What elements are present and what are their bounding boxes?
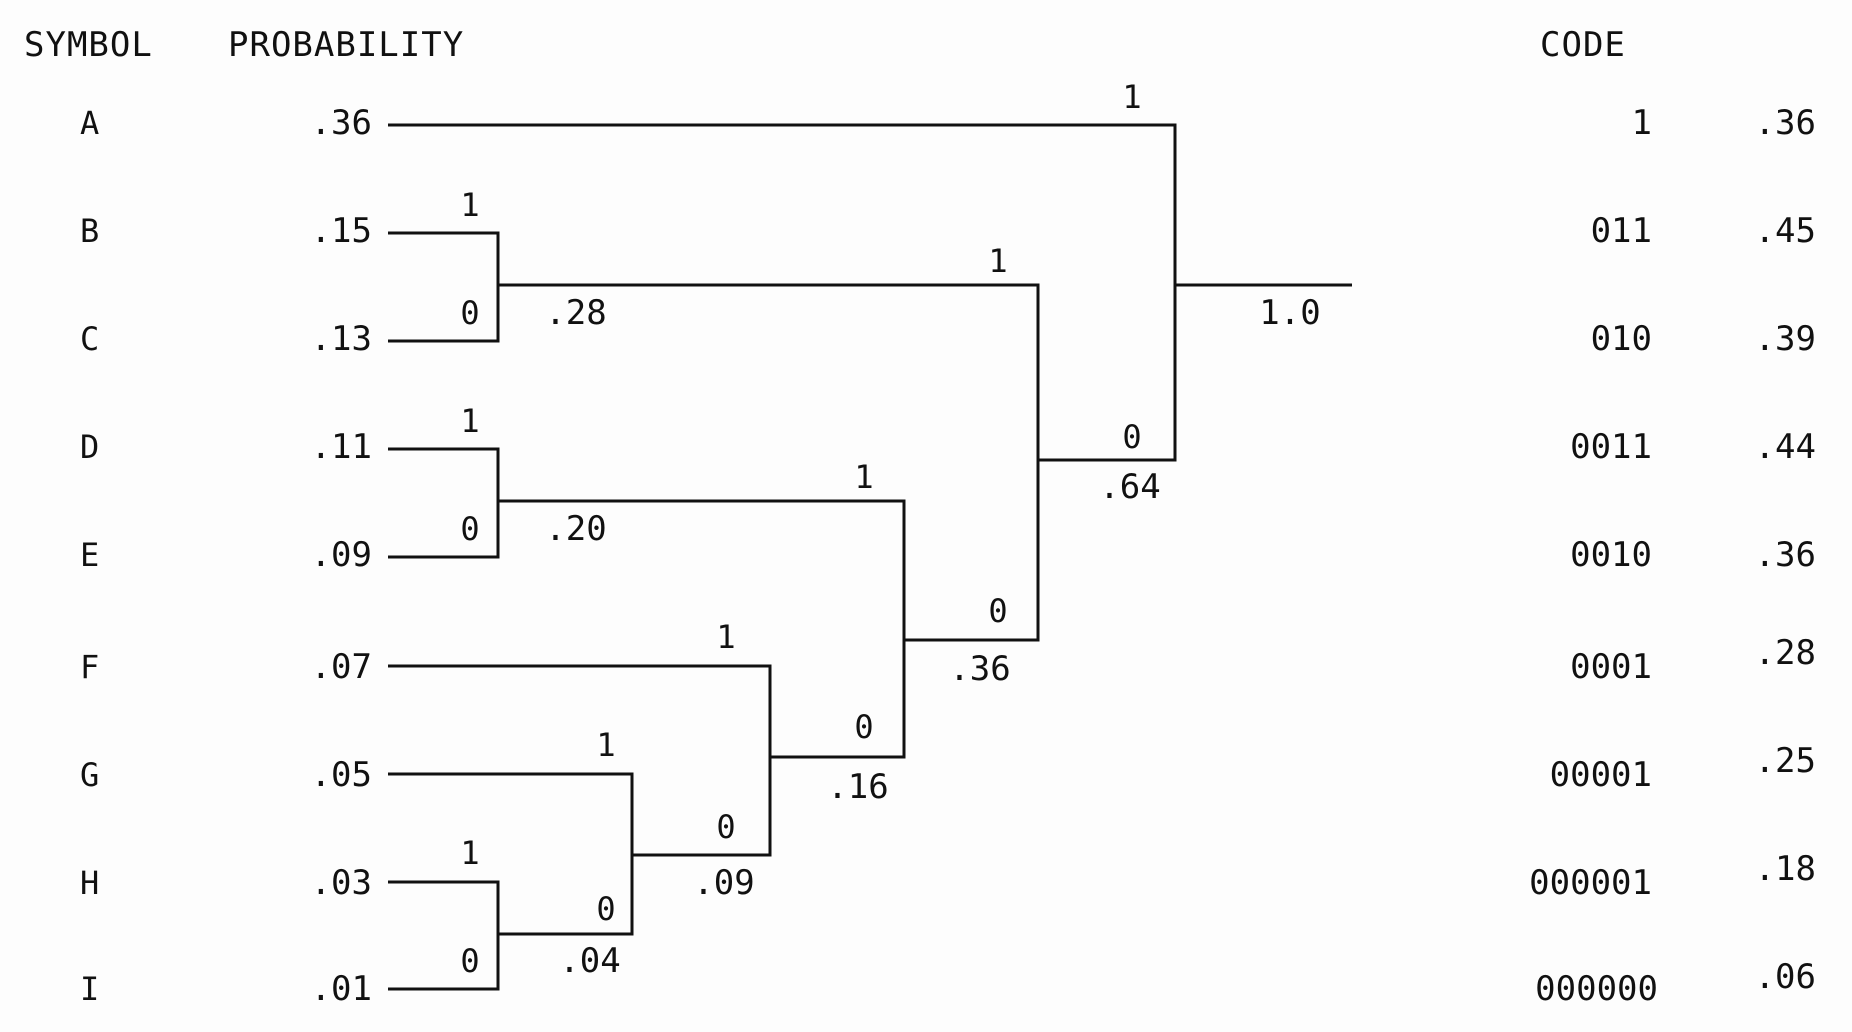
node-low: 1 0 .36 — [854, 458, 1010, 746]
bit-bottom: 0 — [460, 942, 479, 980]
code-value: 1 — [1632, 103, 1652, 143]
probability-value: .07 — [311, 647, 372, 687]
tree-edges — [388, 123, 1352, 991]
node-hi: 1 0 .04 — [460, 834, 620, 981]
bit-bottom: 0 — [596, 890, 615, 928]
probability-value: .13 — [311, 319, 372, 359]
bit-top: 1 — [460, 834, 479, 872]
edge-h — [388, 880, 500, 934]
probability-value: .03 — [311, 863, 372, 903]
edge-g — [388, 772, 634, 855]
code-value: 000001 — [1529, 863, 1652, 903]
bit-bottom: 0 — [716, 808, 735, 846]
row-a: A .36 1 .36 — [80, 103, 1816, 143]
bit-bottom: 0 — [460, 294, 479, 332]
probability-value: .01 — [311, 969, 372, 1009]
bit-bottom: 0 — [1122, 418, 1141, 456]
merge-probability: .36 — [949, 649, 1010, 689]
code-value: 0010 — [1570, 535, 1652, 575]
row-b: B .15 011 .45 — [80, 211, 1816, 251]
node-fghi: 1 0 .16 — [716, 618, 888, 846]
weighted-value: .36 — [1755, 535, 1816, 575]
bit-top: 1 — [460, 402, 479, 440]
weighted-value: .36 — [1755, 103, 1816, 143]
row-f: F .07 0001 .28 — [80, 633, 1816, 687]
edge-e — [388, 501, 500, 559]
weighted-value: .45 — [1755, 211, 1816, 251]
symbol-label: A — [80, 104, 99, 142]
merge-probability: .64 — [1099, 467, 1160, 507]
bit-top: 1 — [1122, 78, 1141, 116]
weighted-value: .18 — [1755, 849, 1816, 889]
probability-header: PROBABILITY — [228, 25, 464, 65]
bit-top: 1 — [460, 186, 479, 224]
node-ghi: 1 0 .09 — [596, 726, 754, 928]
symbol-label: F — [80, 648, 99, 686]
edge-mid-up — [1038, 285, 1177, 462]
symbol-header: SYMBOL — [24, 25, 153, 65]
row-i: I .01 000000 .06 — [80, 957, 1816, 1009]
symbol-label: E — [80, 536, 99, 574]
code-value: 0011 — [1570, 427, 1652, 467]
edge-i — [388, 934, 500, 991]
code-header: CODE — [1540, 25, 1626, 65]
symbol-label: B — [80, 212, 99, 250]
merge-probability: .09 — [693, 863, 754, 903]
bit-top: 1 — [716, 618, 735, 656]
bit-bottom: 0 — [460, 510, 479, 548]
row-g: G .05 00001 .25 — [80, 741, 1816, 795]
code-value: 000000 — [1535, 969, 1658, 1009]
merge-probability: .16 — [827, 767, 888, 807]
code-value: 011 — [1591, 211, 1652, 251]
symbol-label: D — [80, 428, 99, 466]
node-root: 1 0 1.0 — [1122, 78, 1320, 456]
node-de: 1 0 .20 — [460, 402, 606, 549]
node-bc: 1 0 .28 — [460, 186, 606, 333]
edge-a — [388, 123, 1177, 285]
code-value: 010 — [1591, 319, 1652, 359]
bit-top: 1 — [854, 458, 873, 496]
row-d: D .11 0011 .44 — [80, 427, 1816, 467]
merge-probability: .20 — [545, 509, 606, 549]
probability-value: .09 — [311, 535, 372, 575]
probability-value: .05 — [311, 755, 372, 795]
merge-probability: 1.0 — [1259, 293, 1320, 333]
row-h: H .03 000001 .18 — [80, 849, 1816, 903]
weighted-value: .25 — [1755, 741, 1816, 781]
probability-value: .11 — [311, 427, 372, 467]
symbol-label: H — [80, 864, 99, 902]
symbol-label: C — [80, 320, 99, 358]
code-value: 0001 — [1570, 647, 1652, 687]
row-c: C .13 010 .39 — [80, 319, 1816, 359]
weighted-value: .28 — [1755, 633, 1816, 673]
edge-de-up — [498, 499, 906, 640]
edge-b — [388, 231, 500, 285]
symbol-label: G — [80, 756, 99, 794]
weighted-value: .39 — [1755, 319, 1816, 359]
bit-bottom: 0 — [988, 592, 1007, 630]
symbol-label: I — [80, 970, 99, 1008]
weighted-value: .44 — [1755, 427, 1816, 467]
edge-bc-up — [498, 283, 1040, 460]
edge-ghi-up — [632, 757, 772, 857]
merge-probability: .04 — [559, 941, 620, 981]
bit-top: 1 — [596, 726, 615, 764]
edge-c — [388, 285, 500, 343]
node-mid: 1 0 .64 — [988, 242, 1160, 630]
edge-d — [388, 447, 500, 501]
bit-top: 1 — [988, 242, 1007, 280]
row-e: E .09 0010 .36 — [80, 535, 1816, 575]
edge-fghi-up — [770, 640, 906, 759]
probability-value: .15 — [311, 211, 372, 251]
bit-bottom: 0 — [854, 708, 873, 746]
edge-f — [388, 664, 772, 757]
edge-hi-up — [498, 855, 634, 936]
code-value: 00001 — [1550, 755, 1652, 795]
edge-low-up — [904, 460, 1040, 642]
merge-probability: .28 — [545, 293, 606, 333]
weighted-value: .06 — [1755, 957, 1816, 997]
probability-value: .36 — [311, 103, 372, 143]
